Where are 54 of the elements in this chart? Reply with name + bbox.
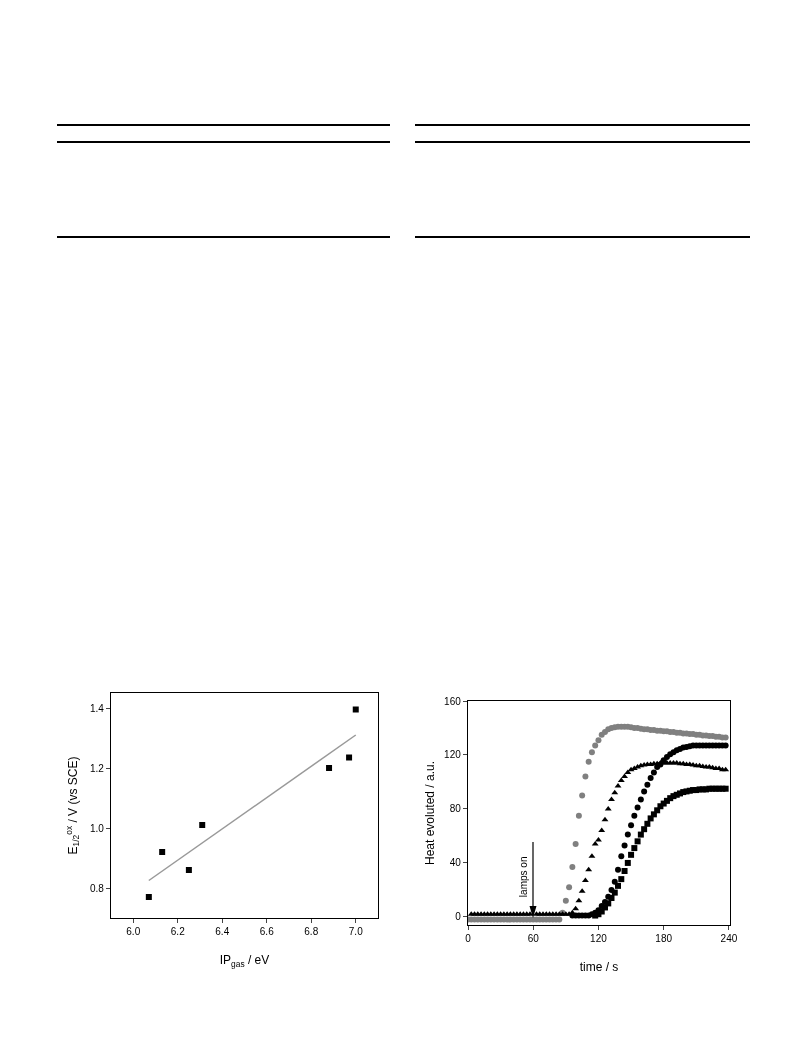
point [346, 754, 353, 761]
point [159, 849, 166, 855]
point [647, 774, 654, 781]
point [634, 838, 641, 845]
x-axis-title: IP$_{gas}$ / eV [219, 953, 270, 969]
point [199, 822, 206, 828]
x-tick-label: 6.6 [259, 926, 275, 938]
point [185, 867, 192, 873]
point [624, 831, 631, 838]
y-tick-label: 120 [444, 749, 462, 761]
point [618, 876, 625, 883]
point [615, 882, 622, 889]
point [644, 781, 651, 788]
x-tick-label: 180 [655, 933, 673, 945]
y-tick-label: 160 [444, 695, 462, 707]
point [618, 853, 625, 860]
y-tick-label: 1.0 [89, 822, 105, 834]
x-tick-label: 60 [527, 933, 540, 945]
x-tick-label: 120 [590, 933, 608, 945]
x-tick-label: 0 [465, 933, 472, 945]
point [621, 842, 628, 849]
point [634, 804, 641, 811]
point [326, 765, 333, 771]
y-tick-label: 80 [449, 803, 462, 815]
x-tick-label: 6.4 [215, 926, 230, 938]
x-tick-label: 6.8 [304, 926, 319, 938]
y-tick-label: 0.8 [89, 882, 105, 894]
y-tick-label: 40 [449, 857, 462, 869]
x-axis-title: time / s [579, 960, 619, 975]
y-tick-label: 0 [455, 911, 462, 923]
x-tick-label: 7.0 [348, 926, 364, 938]
point [605, 900, 612, 907]
point [624, 859, 631, 866]
y-tick-label: 1.4 [89, 702, 105, 714]
point [637, 796, 644, 803]
point [631, 812, 638, 819]
point [628, 822, 635, 829]
x-tick-label: 6.0 [126, 926, 141, 938]
point [637, 831, 644, 838]
x-tick-label: 6.2 [170, 926, 186, 938]
point [641, 826, 648, 833]
point [615, 866, 622, 873]
point [352, 706, 359, 713]
point [644, 820, 651, 827]
annotation: lamps on [518, 856, 530, 898]
point [628, 851, 635, 858]
point [641, 788, 648, 795]
y-tick-label: 1.2 [89, 762, 105, 774]
point [145, 894, 152, 900]
x-tick-label: 240 [720, 933, 738, 945]
point [650, 769, 657, 776]
point [621, 868, 628, 875]
y-axis-title: Heat evoluted / a.u. [422, 760, 437, 866]
point [631, 845, 638, 852]
